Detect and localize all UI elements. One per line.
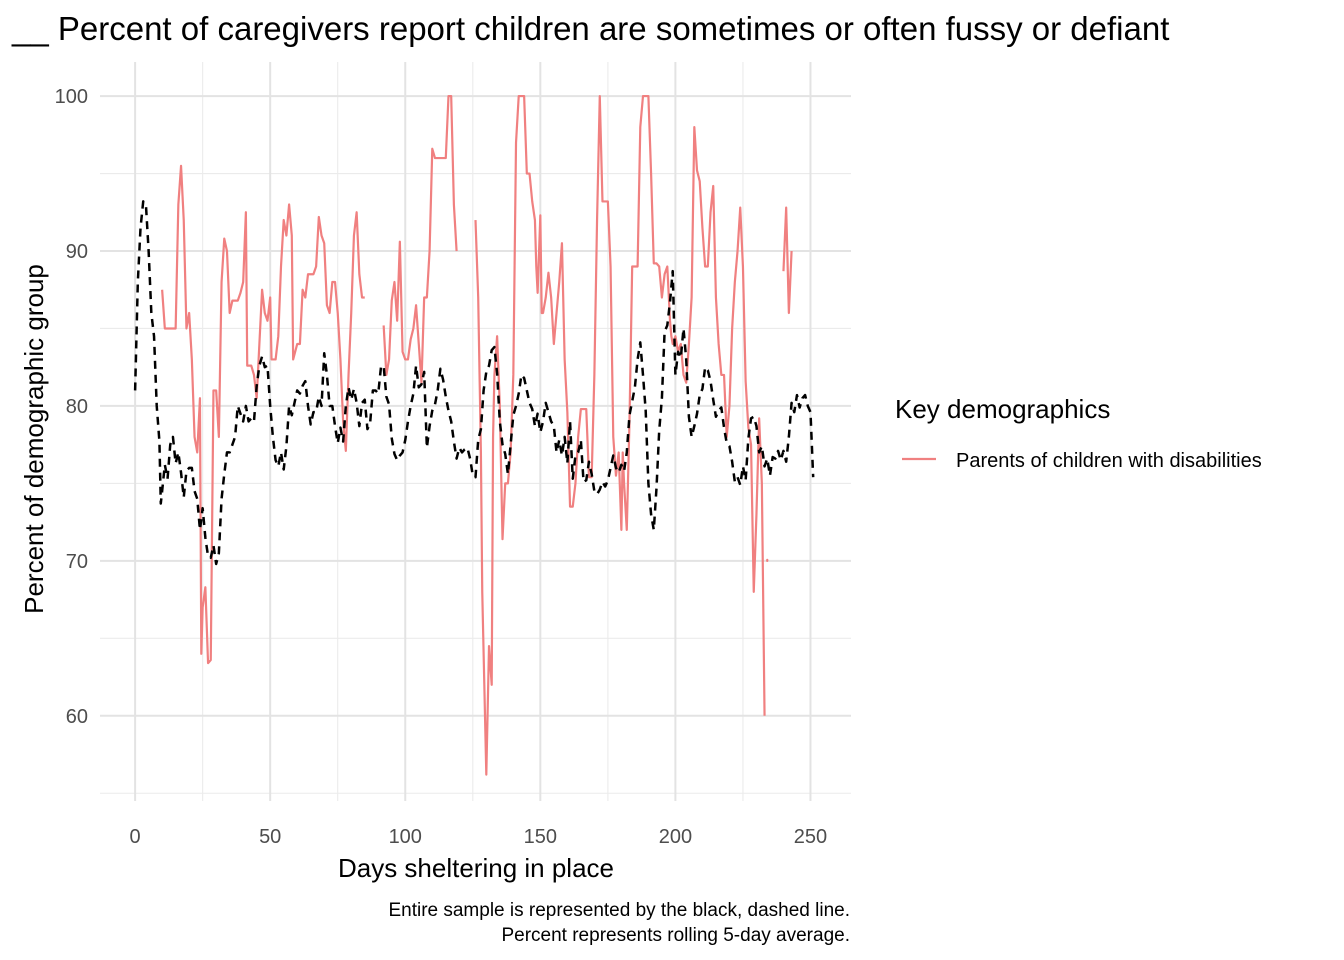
major-gridlines (100, 62, 851, 801)
y-axis-ticks: 60 70 80 90 100 (55, 86, 88, 728)
legend-label-parents-of-children-with-disabilities: Parents of children with disabilities (956, 450, 1262, 472)
series-line-parents-of-children-with-disabilities (474, 94, 766, 776)
x-tick-label: 150 (524, 826, 557, 848)
series-line-parents-of-children-with-disabilities (161, 164, 365, 665)
series-line-entire-sample (133, 200, 815, 566)
x-tick-label: 200 (659, 826, 692, 848)
y-tick-label: 100 (55, 86, 88, 108)
x-tick-label: 50 (259, 826, 281, 848)
minor-gridlines (100, 62, 851, 801)
x-tick-label: 250 (794, 826, 827, 848)
y-tick-label: 60 (66, 706, 88, 728)
y-tick-label: 70 (66, 551, 88, 573)
x-tick-label: 100 (389, 826, 422, 848)
y-tick-label: 90 (66, 241, 88, 263)
series-line-parents-of-children-with-disabilities (382, 94, 458, 384)
y-tick-label: 80 (66, 396, 88, 418)
series-line-parents-of-children-with-disabilities (782, 206, 793, 315)
y-axis-title: Percent of demographic group (19, 264, 49, 614)
x-axis-title: Days sheltering in place (338, 853, 614, 883)
x-axis-ticks: 0 50 100 150 200 250 (130, 826, 828, 848)
legend: Key demographics Parents of children wit… (895, 394, 1262, 472)
series-layer (133, 94, 815, 776)
caption-line-1: Entire sample is represented by the blac… (388, 900, 850, 921)
chart-title: __ Percent of caregivers report children… (11, 10, 1169, 47)
caption-line-2: Percent represents rolling 5-day average… (501, 925, 850, 946)
legend-title: Key demographics (895, 394, 1110, 424)
x-tick-label: 0 (130, 826, 141, 848)
